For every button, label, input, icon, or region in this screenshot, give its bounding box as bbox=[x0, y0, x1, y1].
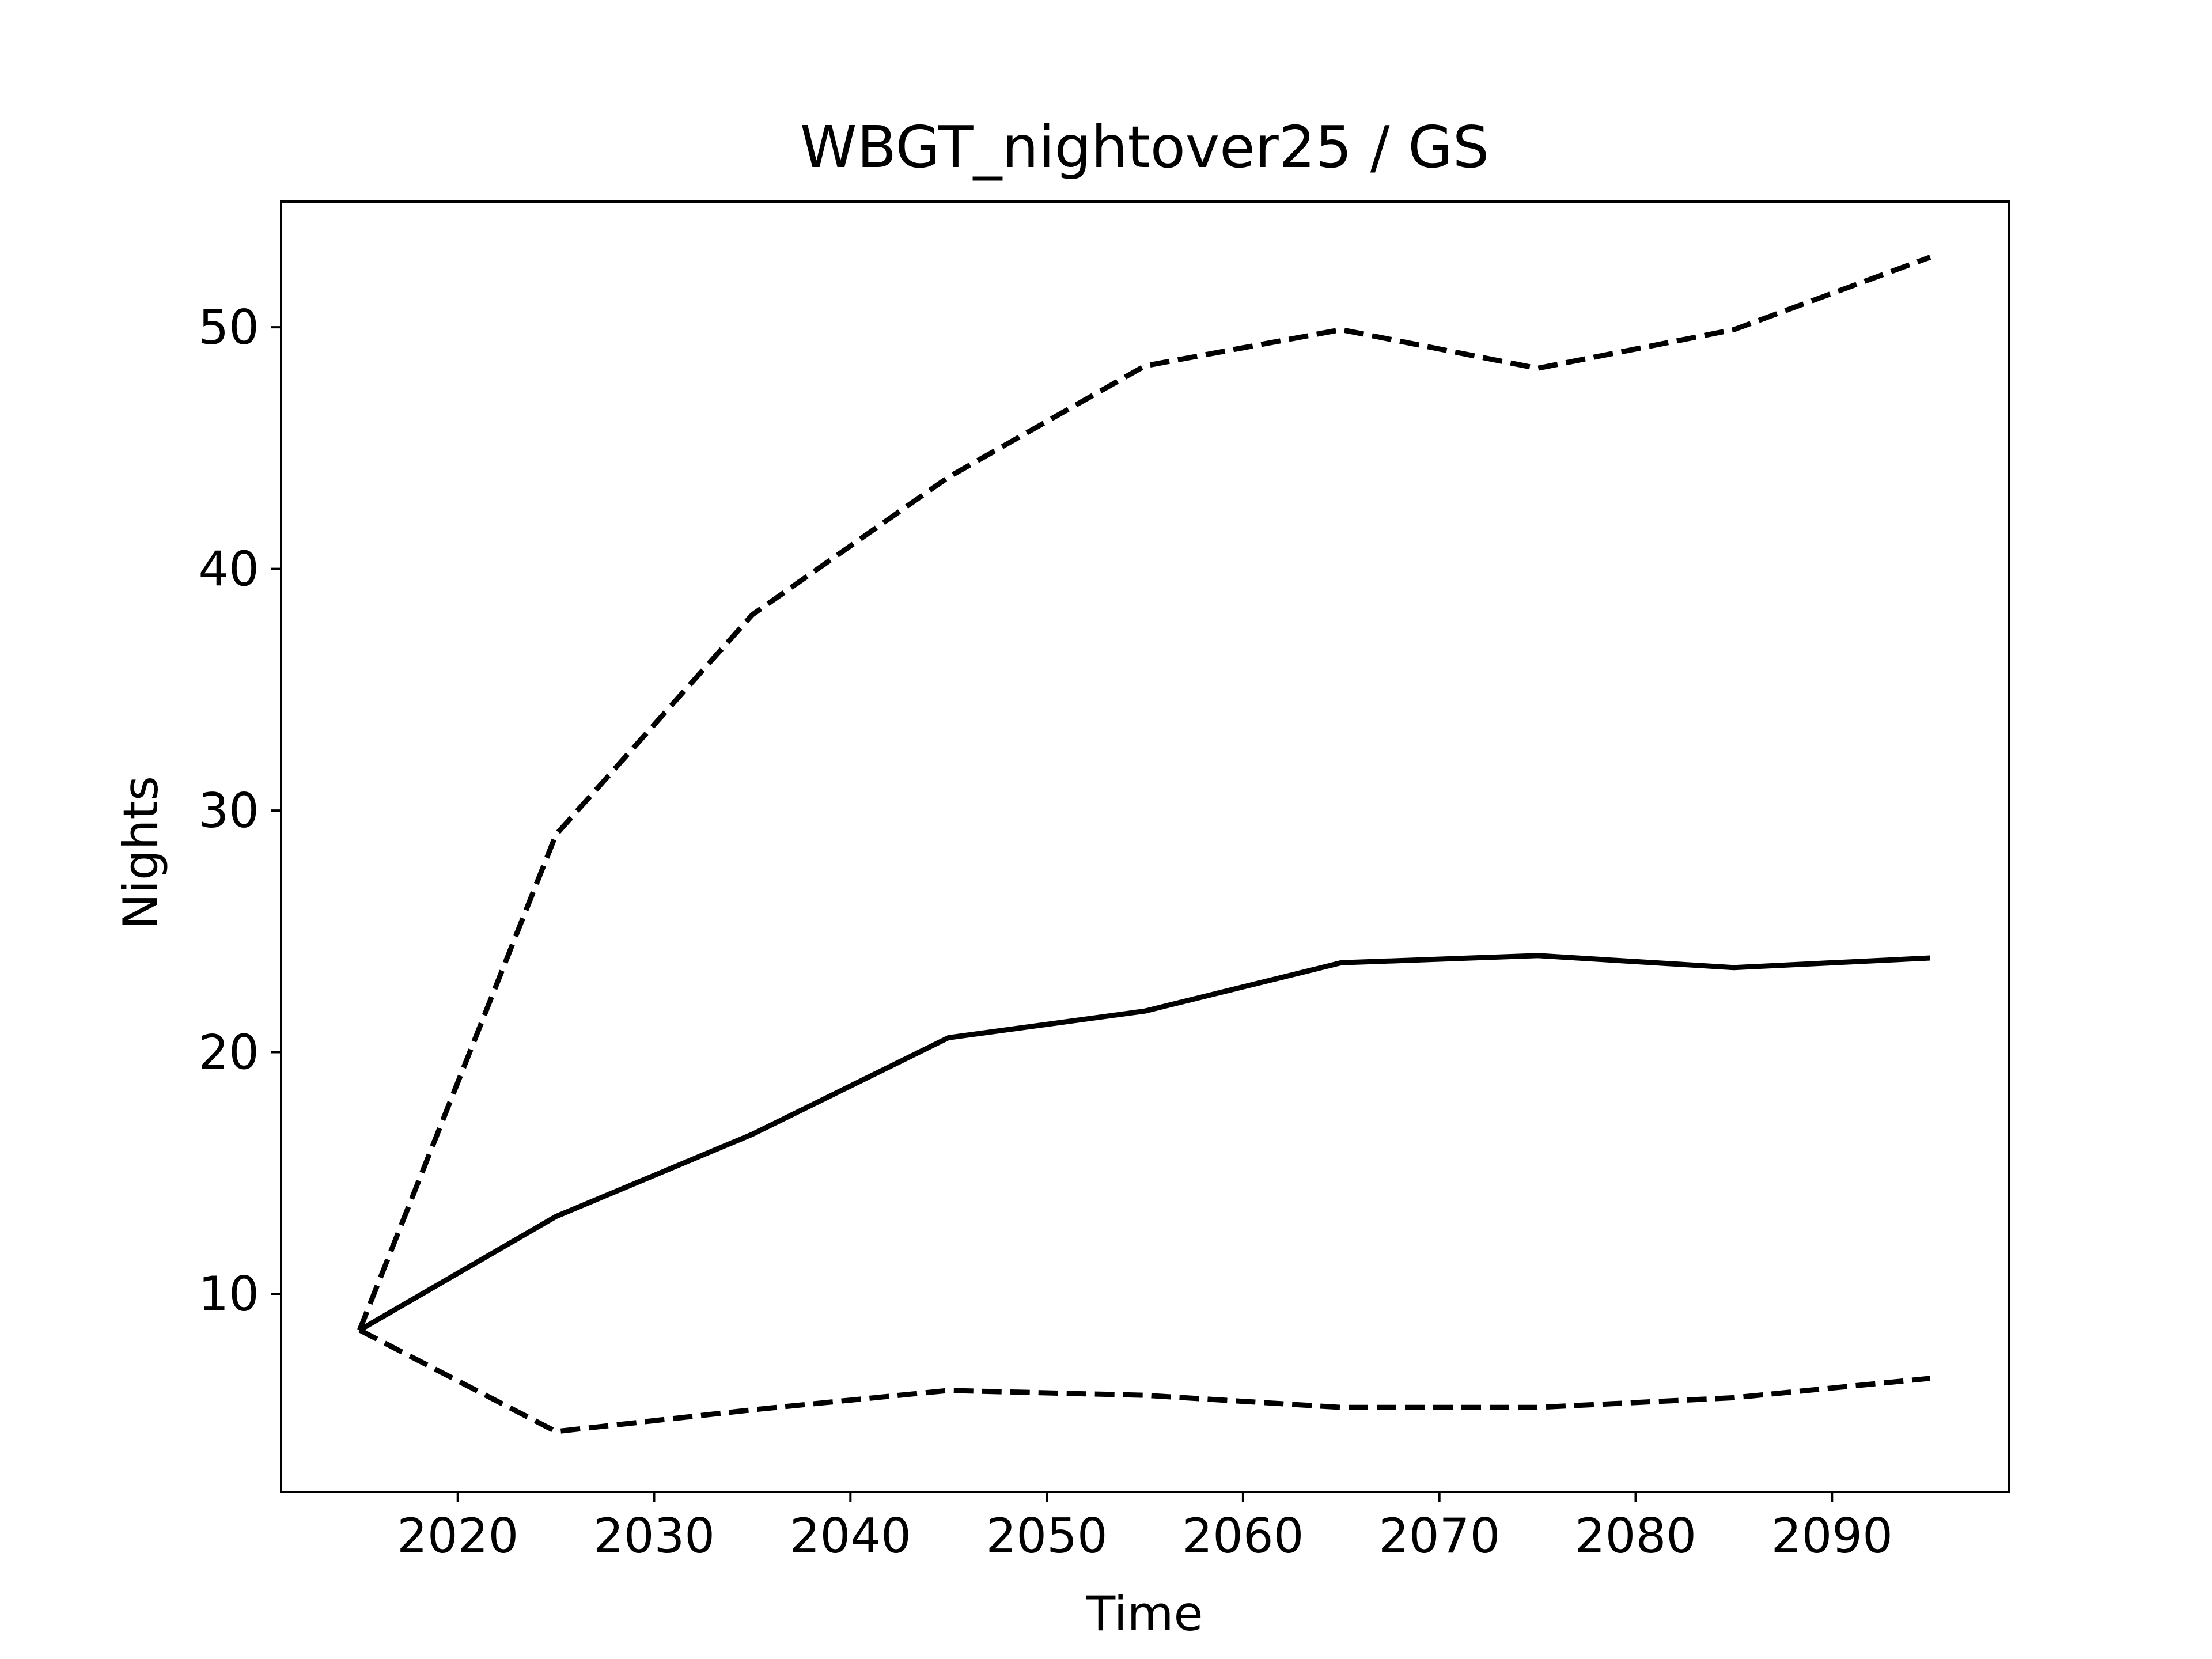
plot-frame bbox=[280, 200, 2010, 1493]
y-axis-title: Nights bbox=[113, 776, 169, 929]
x-tick-label: 2040 bbox=[790, 1508, 911, 1564]
series-line-solid bbox=[358, 953, 1930, 1332]
x-tick-label: 2090 bbox=[1771, 1508, 1893, 1564]
series-line-dashed bbox=[358, 1328, 1931, 1434]
series-line-dashed bbox=[357, 255, 1931, 1331]
y-tick-label: 40 bbox=[198, 541, 259, 597]
x-tick-label: 2020 bbox=[397, 1508, 518, 1564]
x-axis-title: Time bbox=[1085, 1586, 1203, 1642]
y-tick-label: 20 bbox=[198, 1025, 259, 1081]
y-tick-label: 30 bbox=[198, 783, 259, 839]
x-tick-label: 2070 bbox=[1378, 1508, 1500, 1564]
x-tick-label: 2060 bbox=[1182, 1508, 1304, 1564]
x-tick-label: 2030 bbox=[593, 1508, 715, 1564]
plot-area: 2020 2030 2040 2050 2060 2070 2080 209010203040… bbox=[198, 255, 1931, 1564]
y-tick-label: 10 bbox=[198, 1266, 259, 1322]
x-tick-label: 2080 bbox=[1575, 1508, 1696, 1564]
x-tick-label: 2050 bbox=[986, 1508, 1107, 1564]
chart-title: WBGT_nightover25 / GS bbox=[800, 113, 1489, 181]
y-tick-label: 50 bbox=[198, 300, 259, 355]
